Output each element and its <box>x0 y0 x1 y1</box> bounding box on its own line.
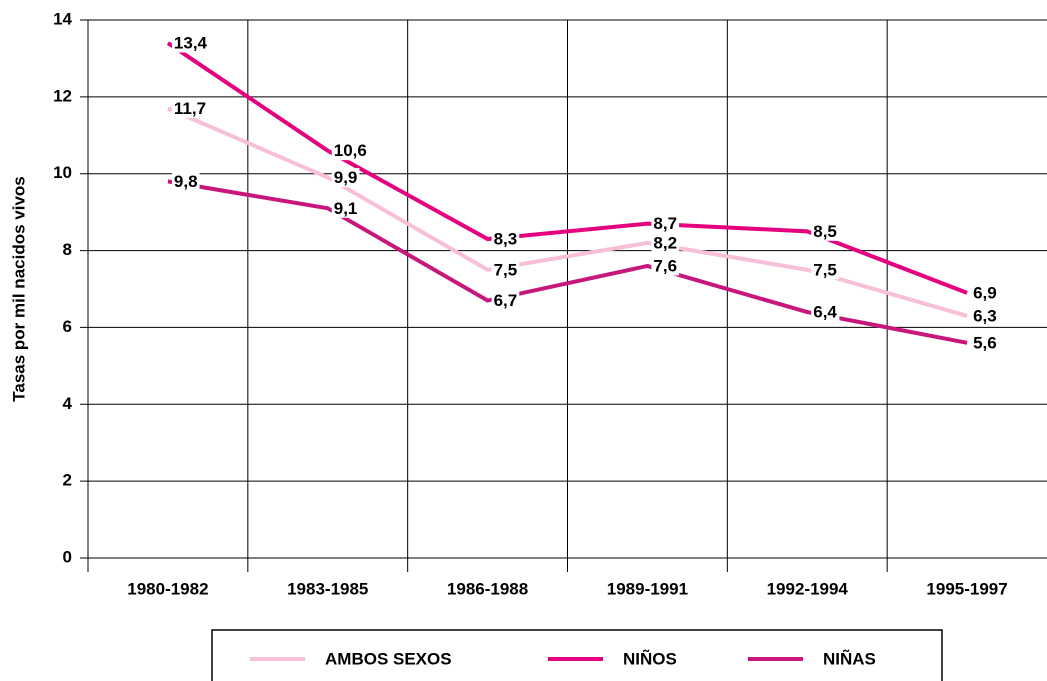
data-label-text: 7,6 <box>653 256 677 275</box>
y-tick-label: 6 <box>63 317 72 336</box>
data-label: 9,8 <box>171 171 200 191</box>
data-label-text: 5,6 <box>973 333 997 352</box>
y-tick-label: 8 <box>63 240 72 259</box>
data-label: 5,6 <box>971 333 999 353</box>
data-label: 9,9 <box>331 168 360 188</box>
y-axis-label: Tasas por mil nacidos vivos <box>9 176 28 402</box>
data-label-text: 9,1 <box>334 199 358 218</box>
data-label-bg <box>971 283 999 303</box>
data-label: 8,5 <box>811 221 839 241</box>
data-label-bg <box>971 333 999 353</box>
data-label-bg <box>651 233 680 253</box>
data-label: 6,4 <box>811 302 840 322</box>
y-tick-label: 14 <box>53 9 72 28</box>
data-label: 7,5 <box>491 260 520 280</box>
data-label-bg <box>171 98 209 118</box>
y-tick-label: 10 <box>53 163 72 182</box>
data-label: 7,6 <box>651 256 680 276</box>
data-label-text: 7,5 <box>494 260 518 279</box>
data-label-bg <box>971 306 999 326</box>
legend-label: AMBOS SEXOS <box>325 649 452 668</box>
data-label-bg <box>171 171 200 191</box>
data-label: 8,2 <box>651 233 680 253</box>
data-label-text: 10,6 <box>334 141 367 160</box>
x-tick-label: 1995-1997 <box>926 579 1007 598</box>
data-label: 6,7 <box>491 291 520 311</box>
data-label-text: 7,5 <box>813 260 837 279</box>
data-label-bg <box>331 198 360 218</box>
data-label: 13,4 <box>171 33 210 53</box>
data-label-bg <box>331 168 360 188</box>
data-label-text: 11,7 <box>174 99 206 118</box>
x-tick-label: 1980-1982 <box>127 579 208 598</box>
data-label-text: 13,4 <box>174 34 208 53</box>
data-label-bg <box>331 141 369 161</box>
data-label: 8,7 <box>651 214 680 234</box>
data-label-bg <box>811 221 839 241</box>
data-label: 7,5 <box>811 260 839 280</box>
data-label-text: 8,2 <box>653 233 677 252</box>
data-label-text: 6,4 <box>813 303 837 322</box>
data-label-text: 8,7 <box>653 214 677 233</box>
data-label-text: 6,9 <box>973 283 997 302</box>
legend-label: NIÑOS <box>623 648 677 668</box>
data-label: 10,6 <box>331 141 369 161</box>
data-label-bg <box>491 291 520 311</box>
y-tick-label: 4 <box>63 394 73 413</box>
data-label-bg <box>811 302 840 322</box>
data-label: 6,9 <box>971 283 999 303</box>
data-label: 11,7 <box>171 98 209 118</box>
data-label-text: 9,8 <box>174 172 198 191</box>
x-tick-label: 1989-1991 <box>607 579 688 598</box>
data-label-text: 6,3 <box>973 306 997 325</box>
data-label-bg <box>491 260 520 280</box>
data-label-bg <box>171 33 210 53</box>
data-label-text: 8,5 <box>813 222 837 241</box>
data-label-text: 6,7 <box>494 291 518 310</box>
data-label: 6,3 <box>971 306 999 326</box>
data-label-bg <box>651 214 680 234</box>
data-label-bg <box>651 256 680 276</box>
x-tick-label: 1983-1985 <box>287 579 368 598</box>
data-label-bg <box>491 229 520 249</box>
data-label: 9,1 <box>331 198 360 218</box>
data-label: 8,3 <box>491 229 520 249</box>
data-label-text: 8,3 <box>494 230 518 249</box>
legend-box <box>211 629 943 681</box>
legend-label: NIÑAS <box>823 648 876 668</box>
x-tick-label: 1986-1988 <box>447 579 528 598</box>
y-tick-label: 2 <box>63 471 72 490</box>
y-tick-label: 12 <box>53 86 72 105</box>
data-label-text: 9,9 <box>334 168 358 187</box>
x-tick-label: 1992-1994 <box>767 579 849 598</box>
y-tick-label: 0 <box>63 547 72 566</box>
data-label-bg <box>811 260 839 280</box>
series-line <box>166 41 968 295</box>
